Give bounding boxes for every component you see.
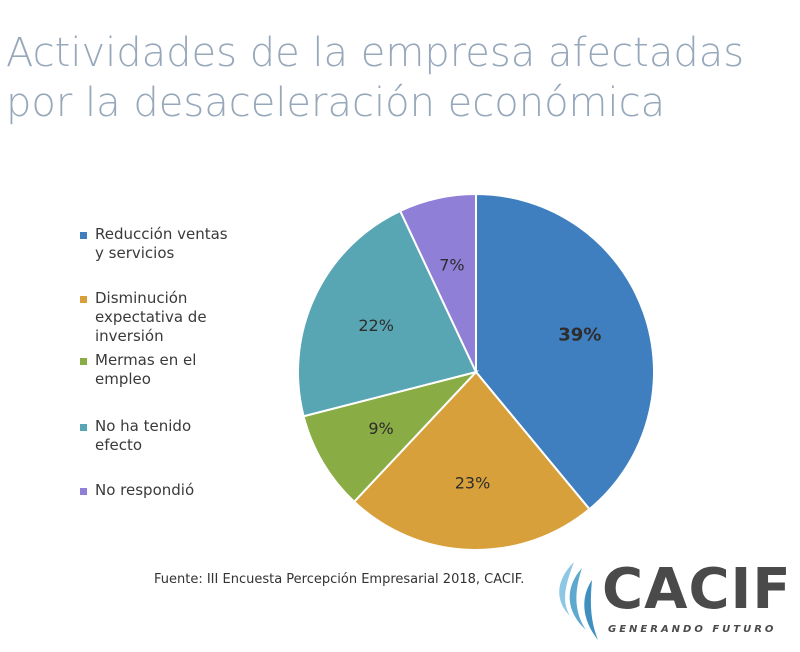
pie-slice <box>297 209 478 418</box>
pie-slice <box>352 370 591 551</box>
legend-label: Reducción ventas y servicios <box>95 225 228 262</box>
legend-item-reduccion: Reducción ventas y servicios <box>80 225 235 263</box>
source-note: Fuente: III Encuesta Percepción Empresar… <box>154 572 525 587</box>
pie-data-label: 39% <box>558 325 601 346</box>
cacif-logo: CACIF GENERANDO FUTURO <box>552 558 792 646</box>
pie-data-label: 9% <box>368 419 393 438</box>
flame-logo-icon <box>559 562 598 640</box>
logo-name: CACIF <box>602 557 792 622</box>
legend-label: Disminución expectativa de inversión <box>95 289 207 345</box>
legend-label: No ha tenido efecto <box>95 417 192 454</box>
legend-item-disminucion: Disminución expectativa de inversión <box>80 289 235 346</box>
legend-item-sin-efecto: No ha tenido efecto <box>80 417 235 455</box>
legend-swatch <box>80 424 87 431</box>
logo-tagline: GENERANDO FUTURO <box>608 624 777 635</box>
pie-slice <box>398 192 477 373</box>
legend-item-mermas: Mermas en el empleo <box>80 351 235 389</box>
pie-data-label: 22% <box>358 316 394 335</box>
legend-swatch <box>80 358 87 365</box>
legend-label: Mermas en el empleo <box>95 351 197 388</box>
legend-swatch <box>80 296 87 303</box>
chart-title-line-2: por la desaceleración económica <box>6 80 666 126</box>
legend-swatch <box>80 488 87 495</box>
pie-data-label: 7% <box>439 255 464 274</box>
pie-slice <box>302 370 480 504</box>
chart-title-line-1: Actividades de la empresa afectadas <box>6 30 745 76</box>
legend-item-no-respondio: No respondió <box>80 481 235 500</box>
legend-swatch <box>80 232 87 239</box>
chart-title: Actividades de la empresa afectadas por … <box>6 28 786 128</box>
legend-label: No respondió <box>95 481 195 499</box>
pie-data-label: 23% <box>455 473 491 492</box>
pie-slice <box>475 192 655 511</box>
